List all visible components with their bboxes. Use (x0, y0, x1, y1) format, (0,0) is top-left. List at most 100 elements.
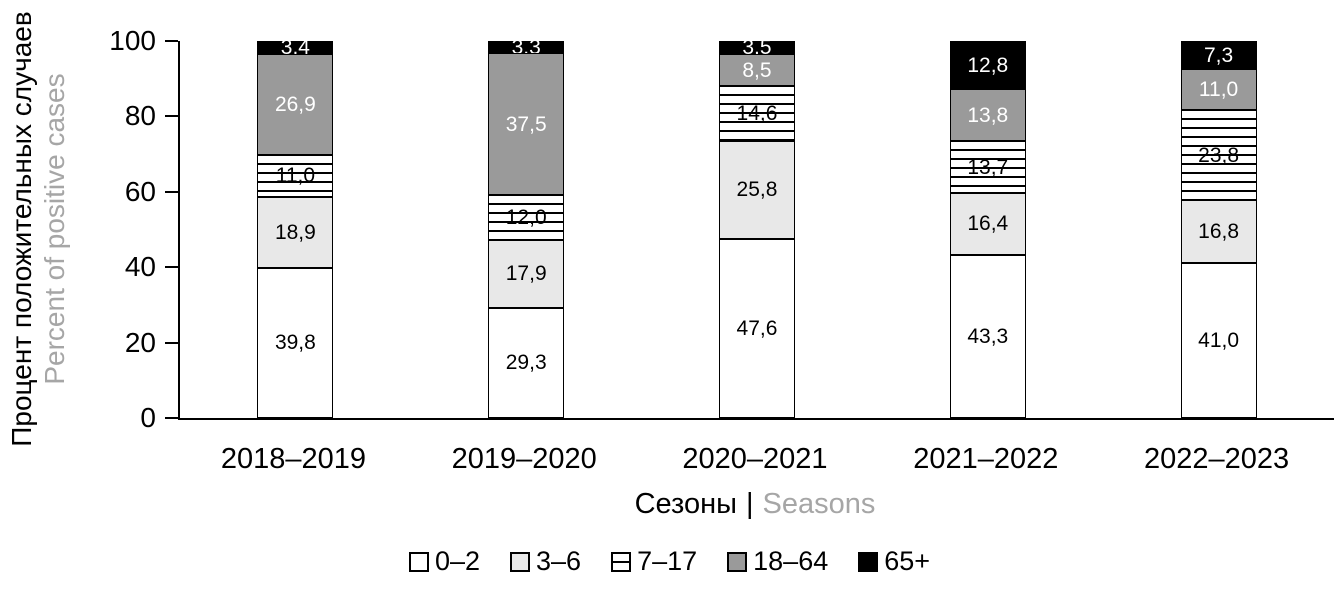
bar-value-label: 29,3 (505, 351, 547, 375)
bar-value-label: 14,6 (736, 102, 778, 126)
bar-value-label: 39,8 (274, 331, 316, 355)
y-tick-label-80: 80 (124, 100, 156, 132)
bar-value-label: 18,9 (274, 220, 316, 244)
bar-segment-0-2: 29,3 (488, 307, 565, 418)
legend-label-65plus: 65+ (884, 546, 931, 576)
legend: 0–2 3–6 7–17 18–64 65+ (0, 546, 1339, 577)
bar-value-label: 11,0 (1198, 78, 1239, 102)
bar-segment-3-6: 16,8 (1180, 200, 1257, 264)
bar-segment-3-6: 18,9 (257, 196, 334, 268)
y-axis-title-en: Percent of positive cases (39, 73, 70, 385)
legend-label-3-6: 3–6 (536, 546, 582, 576)
x-axis-title-separator: | (746, 488, 754, 520)
bar-value-label: 41,0 (1198, 329, 1240, 353)
bar-slot-2021-2022: 43,3 16,4 13,7 13,8 12,8 (872, 41, 1103, 418)
legend-swatch-white (408, 551, 429, 572)
bars-container: 39,8 18,9 11,0 26,9 3,4 29,3 17,9 12,0 37,5 3,3 47… (180, 37, 1334, 418)
bar-value-label: 3,3 (511, 35, 541, 59)
bar-segment-18-64: 8,5 (718, 54, 795, 87)
x-axis-label-2021-2022: 2021–2022 (913, 443, 1059, 475)
legend-swatch-darkgray (727, 551, 748, 572)
bar-segment-7-17: 23,8 (1180, 110, 1257, 201)
plot-area: 39,8 18,9 11,0 26,9 3,4 29,3 17,9 12,0 37,5 3,3 47… (178, 37, 1334, 420)
bar-value-label: 25,8 (736, 178, 778, 202)
bar-value-label: 13,8 (967, 103, 1009, 127)
bar-segment-65plus: 3,5 (718, 37, 795, 58)
bar-segment-18-64: 37,5 (488, 53, 565, 195)
legend-swatch-lightgray (510, 551, 530, 572)
y-tick-label-40: 40 (124, 251, 156, 283)
y-tick-mark-20 (165, 341, 178, 344)
bar-value-label: 12,0 (505, 205, 547, 229)
bar-value-label: 13,7 (967, 155, 1009, 179)
x-axis-label-2022-2023: 2022–2023 (1144, 443, 1290, 475)
bar-segment-7-17: 11,0 (257, 155, 334, 197)
legend-item-0-2: 0–2 (408, 546, 480, 577)
bar-segment-65plus: 12,8 (949, 41, 1026, 90)
bar-value-label: 11,0 (275, 164, 316, 188)
bar-segment-0-2: 43,3 (949, 254, 1026, 418)
bar-value-label: 3,4 (280, 35, 310, 59)
bar-segment-3-6: 17,9 (488, 240, 565, 308)
y-tick-mark-100 (165, 40, 178, 42)
bar-segment-0-2: 39,8 (257, 267, 334, 418)
bar-segment-18-64: 11,0 (1180, 68, 1257, 111)
legend-swatch-black (858, 551, 879, 572)
bar-value-label: 16,4 (967, 212, 1009, 236)
x-axis-label-2019-2020: 2019–2020 (451, 443, 597, 475)
x-axis-labels: 2018–2019 2019–2020 2020–2021 2021–2022 2022… (178, 443, 1332, 476)
bar-2019-2020: 29,3 17,9 12,0 37,5 3,3 (488, 37, 565, 418)
y-tick-label-0: 0 (140, 402, 156, 433)
legend-item-7-17: 7–17 (611, 546, 697, 577)
bar-value-label: 3,5 (742, 36, 772, 60)
bar-value-label: 12,8 (967, 53, 1009, 77)
x-axis-label-2018-2019: 2018–2019 (220, 443, 366, 475)
bar-segment-0-2: 41,0 (1180, 263, 1257, 418)
bar-slot-2019-2020: 29,3 17,9 12,0 37,5 3,3 (411, 37, 642, 418)
bar-value-label: 17,9 (505, 262, 547, 286)
y-axis-title-ru: Процент положительных случаев (5, 11, 37, 447)
y-tick-label-60: 60 (124, 175, 156, 207)
bar-2020-2021: 47,6 25,8 14,6 8,5 3,5 (718, 37, 795, 418)
y-tick-label-20: 20 (124, 326, 156, 358)
bar-value-label: 43,3 (967, 324, 1009, 348)
x-axis-title: Сезоны | Seasons (178, 488, 1332, 521)
bar-slot-2018-2019: 39,8 18,9 11,0 26,9 3,4 (180, 37, 411, 418)
bar-segment-3-6: 16,4 (949, 192, 1026, 255)
bar-segment-18-64: 26,9 (257, 53, 334, 156)
bar-value-label: 23,8 (1198, 143, 1240, 167)
x-axis-title-ru: Сезоны (634, 488, 737, 520)
y-tick-mark-40 (165, 266, 178, 269)
bar-slot-2022-2023: 41,0 16,8 23,8 11,0 7,3 (1103, 41, 1334, 418)
bar-segment-7-17: 13,7 (949, 141, 1026, 193)
bar-segment-18-64: 13,8 (949, 89, 1026, 142)
bar-value-label: 8,5 (742, 58, 772, 82)
bar-value-label: 26,9 (274, 93, 316, 117)
y-tick-mark-80 (165, 115, 178, 118)
bar-2022-2023: 41,0 16,8 23,8 11,0 7,3 (1180, 41, 1257, 418)
x-axis-title-en: Seasons (762, 488, 876, 520)
bar-segment-65plus: 7,3 (1180, 41, 1257, 69)
legend-label-0-2: 0–2 (434, 546, 480, 576)
bar-segment-7-17: 14,6 (718, 86, 795, 142)
bar-value-label: 47,6 (736, 316, 778, 340)
bar-segment-0-2: 47,6 (718, 238, 795, 418)
y-tick-mark-60 (165, 190, 178, 193)
bar-value-label: 16,8 (1198, 220, 1240, 244)
y-tick-label-100: 100 (109, 25, 156, 56)
bar-2021-2022: 43,3 16,4 13,7 13,8 12,8 (949, 41, 1026, 418)
y-tick-mark-0 (165, 417, 178, 419)
bar-segment-65plus: 3,4 (257, 37, 334, 58)
legend-item-3-6: 3–6 (510, 546, 581, 577)
bar-segment-7-17: 12,0 (488, 194, 565, 241)
bar-segment-65plus: 3,3 (488, 37, 565, 58)
legend-item-65plus: 65+ (858, 546, 930, 577)
bar-slot-2020-2021: 47,6 25,8 14,6 8,5 3,5 (642, 37, 873, 418)
legend-swatch-striped (611, 551, 632, 572)
legend-label-18-64: 18–64 (753, 546, 829, 576)
y-axis-title: Процент положительных случаев Percent of… (5, 11, 71, 446)
bar-value-label: 37,5 (505, 112, 547, 136)
legend-label-7-17: 7–17 (637, 546, 698, 576)
bar-segment-3-6: 25,8 (718, 141, 795, 239)
